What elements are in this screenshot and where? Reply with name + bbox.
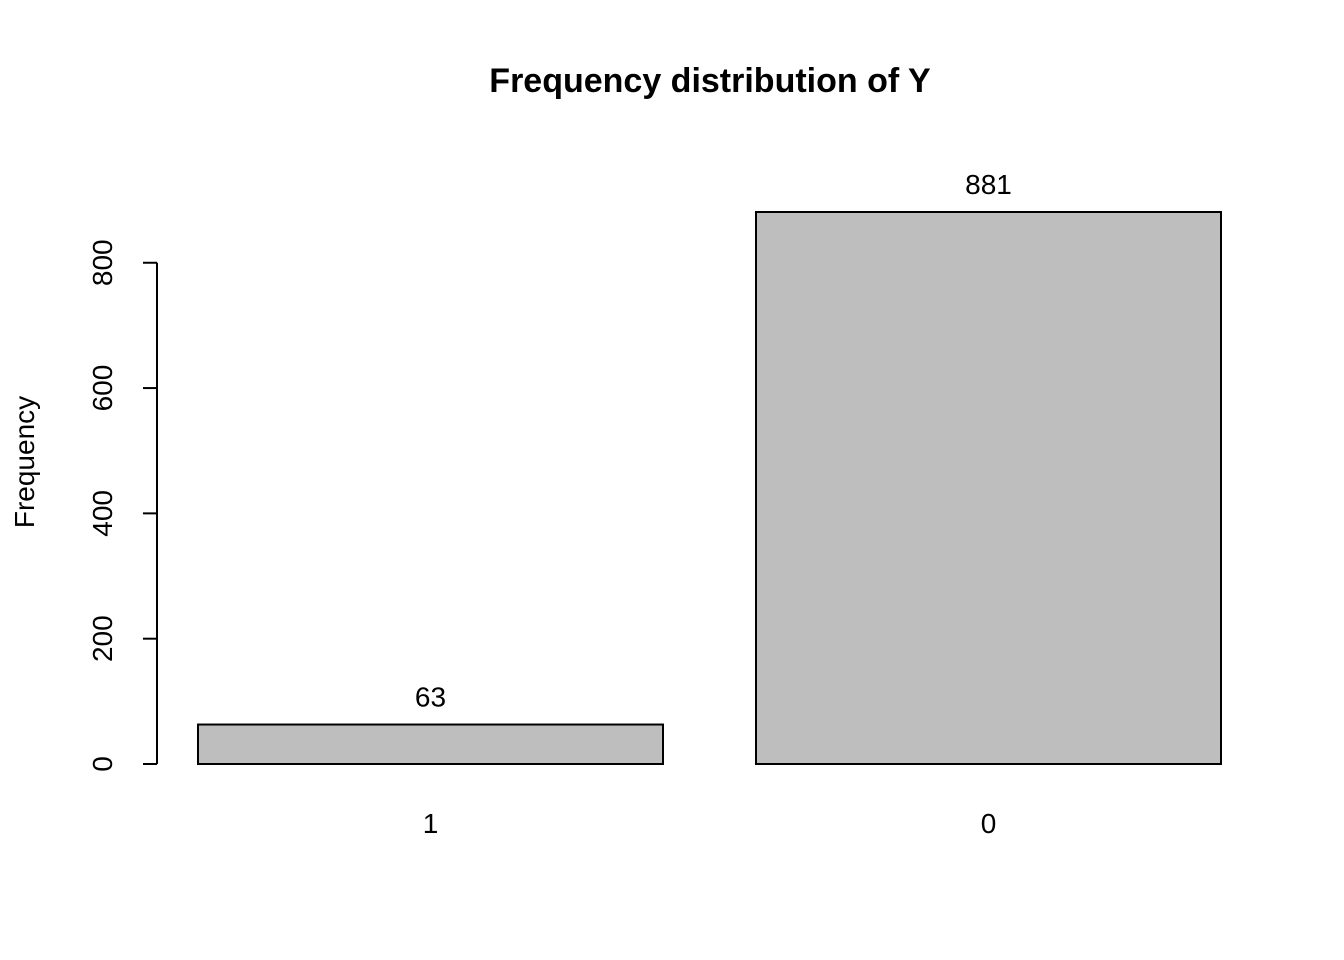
bar	[197, 723, 664, 765]
bars: 63 1 881 0	[197, 169, 1222, 839]
y-tick-label: 0	[87, 756, 118, 772]
x-category-label: 1	[423, 808, 439, 839]
y-tick-label: 600	[87, 365, 118, 412]
x-category-label: 0	[981, 808, 997, 839]
y-axis-label: Frequency	[9, 396, 40, 528]
y-axis: 0 200 400 600 800	[87, 239, 158, 772]
y-tick-label: 800	[87, 239, 118, 286]
y-tick-label: 400	[87, 490, 118, 537]
bar-data-label: 881	[965, 169, 1012, 200]
bar-data-label: 63	[415, 682, 446, 713]
chart-title: Frequency distribution of Y	[489, 62, 931, 100]
y-tick-label: 200	[87, 615, 118, 662]
bar	[755, 211, 1222, 765]
